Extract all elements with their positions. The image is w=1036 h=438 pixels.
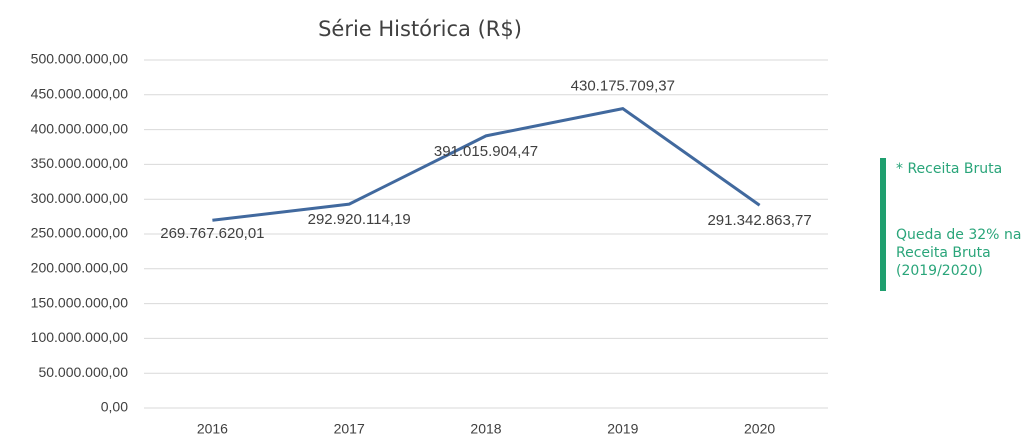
line bbox=[212, 107, 761, 222]
y-tick-label: 150.000.000,00 bbox=[31, 294, 129, 310]
y-tick-label: 400.000.000,00 bbox=[31, 120, 129, 136]
annotation: Queda de 32% na Receita Bruta (2019/2020… bbox=[896, 227, 1022, 279]
x-tick-label: 2019 bbox=[607, 421, 638, 437]
data-label: 292.920.114,19 bbox=[308, 211, 411, 228]
data-label: 269.767.620,01 bbox=[160, 225, 264, 242]
data-label: 291.342.863,77 bbox=[707, 212, 811, 229]
data-label: 391.015.904,47 bbox=[434, 143, 538, 160]
y-tick-label: 100.000.000,00 bbox=[31, 329, 129, 345]
chart: Série Histórica (R$) 0,00 50.000.000,00 10… bbox=[31, 17, 828, 437]
x-tick-label: 2018 bbox=[470, 421, 501, 437]
y-tick-label: 200.000.000,00 bbox=[31, 260, 129, 276]
y-tick-label: 450.000.000,00 bbox=[31, 86, 129, 102]
y-tick-label: 50.000.000,00 bbox=[38, 364, 128, 380]
x-tick-label: 2020 bbox=[744, 421, 775, 437]
annotation: * Receita Bruta bbox=[896, 161, 1003, 177]
x-tick-label: 2016 bbox=[197, 421, 228, 437]
chart-title: Série Histórica (R$) bbox=[318, 17, 522, 41]
y-tick-label: 300.000.000,00 bbox=[31, 190, 129, 206]
y-tick-label: 0,00 bbox=[101, 399, 128, 415]
y-tick-label: 250.000.000,00 bbox=[31, 225, 129, 241]
data-label: 430.175.709,37 bbox=[571, 78, 675, 95]
side-note: * Receita Bruta Queda de 32% na Receita … bbox=[880, 158, 1036, 291]
x-tick-label: 2017 bbox=[334, 421, 365, 437]
y-tick-label: 350.000.000,00 bbox=[31, 155, 129, 171]
y-tick-label: 500.000.000,00 bbox=[31, 51, 129, 67]
